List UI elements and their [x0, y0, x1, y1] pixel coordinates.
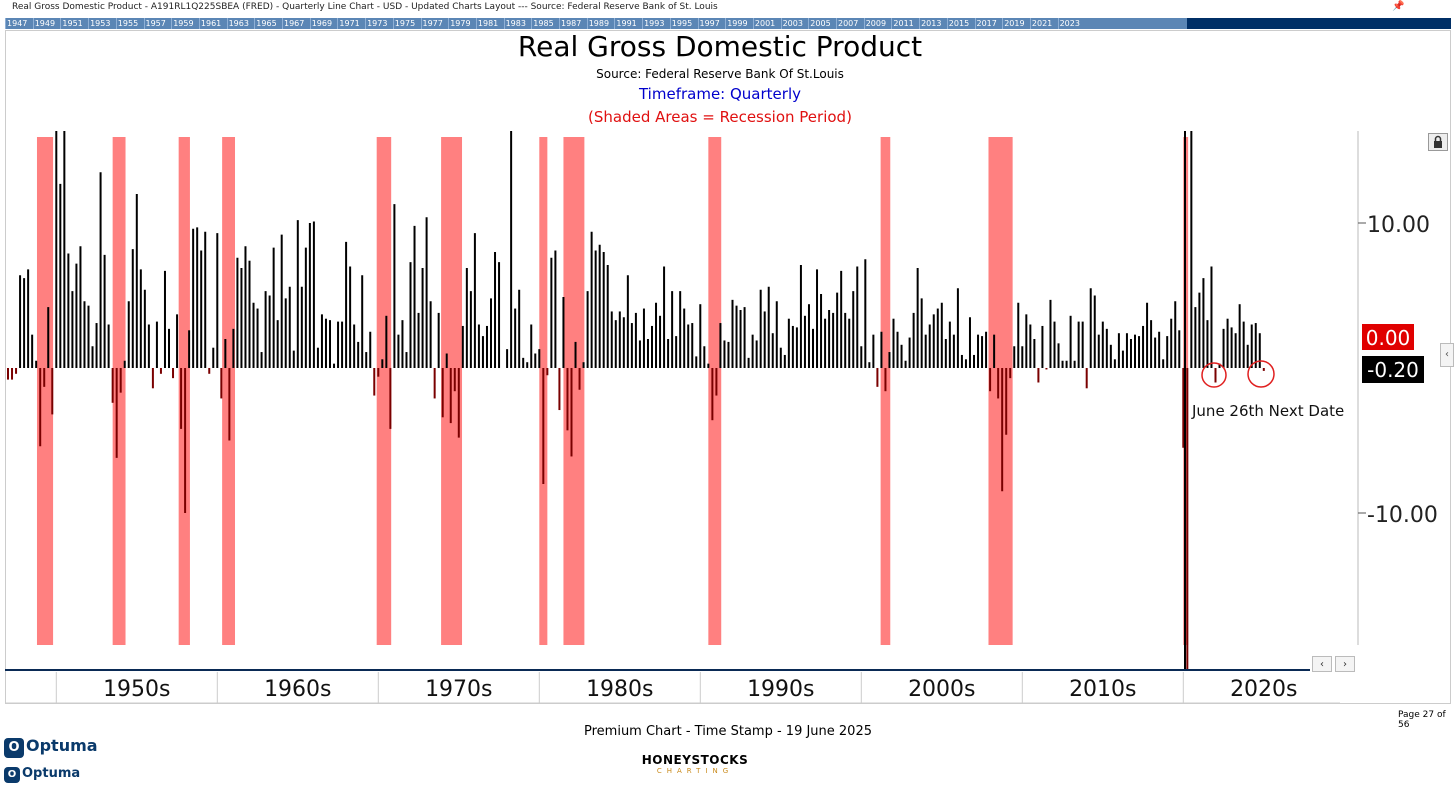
year-navigator-label: 1975 — [392, 18, 416, 29]
year-navigator[interactable]: 1947 1949 1951 1953 1955 1957 1959 1961 1963 1965… — [5, 18, 1451, 29]
chart-shaded-note: (Shaded Areas = Recession Period) — [588, 108, 852, 126]
year-navigator-label: 2021 — [1029, 18, 1053, 29]
time-stamp: Premium Chart - Time Stamp - 19 June 202… — [584, 724, 872, 739]
decade-label: 1970s — [425, 677, 492, 702]
last-value-badge — [1362, 356, 1424, 383]
year-navigator-label: 1983 — [503, 18, 526, 29]
decade-label: 1960s — [264, 677, 331, 702]
year-navigator-label: 1989 — [586, 18, 610, 29]
year-navigator-label: 1981 — [475, 18, 499, 29]
year-navigator-label: 1997 — [697, 18, 720, 29]
optuma-logo-large: O Optuma — [4, 736, 98, 758]
year-navigator-range[interactable] — [5, 18, 1187, 29]
decade-label: 1990s — [747, 677, 814, 702]
axes-layer — [5, 131, 1366, 704]
chart-title: Real Gross Domestic Product — [517, 30, 923, 63]
year-navigator-label: 1965 — [254, 18, 277, 29]
labels-layer: 10.00 -10.00 1950s 1960s 1970s 1980s 1990s 2000… — [103, 213, 1438, 702]
side-panel-toggle[interactable]: ‹ — [1440, 343, 1454, 367]
year-navigator-label: 1993 — [642, 18, 665, 29]
year-navigator-label: 2011 — [891, 18, 914, 29]
last-value-label: -0.20 — [1367, 358, 1419, 382]
chart-source: Source: Federal Reserve Bank Of St.Louis — [596, 67, 844, 81]
optuma-logo-text: Optuma — [22, 766, 81, 781]
year-navigator-label: 1979 — [448, 18, 471, 29]
year-navigator-label: 2017 — [974, 18, 997, 29]
optuma-logo-small: O Optuma — [4, 766, 80, 783]
year-navigator-label: 2007 — [836, 18, 859, 29]
year-navigator-label: 1991 — [614, 18, 637, 29]
recession-band — [36, 137, 54, 645]
year-navigator-label: 1999 — [725, 18, 748, 29]
honeystocks-logo-bottom: CHARTING — [656, 767, 734, 775]
decade-label: 2000s — [908, 677, 975, 702]
decade-label: 1950s — [103, 677, 170, 702]
year-navigator-label: 1961 — [198, 18, 222, 29]
year-navigator-label: 2013 — [919, 18, 942, 29]
year-navigator-label: 1987 — [559, 18, 582, 29]
year-navigator-label: 1985 — [531, 18, 554, 29]
zero-value-badge — [1362, 324, 1414, 350]
optuma-mark-icon: O — [4, 738, 24, 758]
year-navigator-label: 1949 — [32, 18, 56, 29]
year-navigator-label: 1953 — [88, 18, 111, 29]
recession-band — [988, 137, 1013, 645]
year-navigator-label: 1995 — [669, 18, 693, 29]
chart-timeframe: Timeframe: Quarterly — [638, 85, 801, 103]
year-navigator-label: 2015 — [946, 18, 970, 29]
year-navigator-label: 1951 — [60, 18, 83, 29]
y-tick-label: 10.00 — [1367, 213, 1430, 238]
year-navigator-label: 2019 — [1002, 18, 1025, 29]
page-indicator: Page 27 of 56 — [1398, 710, 1446, 730]
honeystocks-logo-top: HONEYSTOCKS — [641, 753, 749, 767]
year-navigator-label: 1963 — [226, 18, 249, 29]
decade-label: 2020s — [1230, 677, 1297, 702]
recession-band — [708, 137, 722, 645]
year-navigator-label: 1967 — [282, 18, 305, 29]
lock-glyph — [1434, 135, 1442, 148]
next-date-annotation: June 26th Next Date — [1191, 402, 1344, 420]
window-titlebar: Real Gross Domestic Product - A191RL1Q22… — [0, 0, 1456, 17]
year-navigator-label: 1977 — [420, 18, 443, 29]
year-navigator-label: 1955 — [115, 18, 139, 29]
year-navigator-label: 2009 — [863, 18, 887, 29]
scroll-right-button[interactable]: › — [1335, 656, 1355, 672]
decade-label: 2010s — [1069, 677, 1136, 702]
year-navigator-label: 2023 — [1057, 18, 1080, 29]
year-navigator-label: 1973 — [365, 18, 388, 29]
window-title: Real Gross Domestic Product - A191RL1Q22… — [12, 2, 718, 12]
scroll-left-button[interactable]: ‹ — [1312, 656, 1332, 672]
year-navigator-label: 1947 — [5, 18, 28, 29]
decade-label: 1980s — [586, 677, 653, 702]
highlight-circle — [1247, 360, 1275, 388]
year-navigator-label: 1969 — [309, 18, 333, 29]
year-navigator-label: 1959 — [171, 18, 194, 29]
lock-icon[interactable] — [1428, 133, 1448, 151]
honeystocks-logo: HONEYSTOCKS CHARTING — [640, 753, 750, 775]
zero-value-label: 0.00 — [1366, 326, 1411, 350]
recession-shading-layer — [36, 137, 1189, 645]
pin-icon[interactable]: 📌 — [1392, 1, 1405, 12]
optuma-mark-icon: O — [4, 767, 20, 783]
optuma-logo-text: Optuma — [26, 736, 98, 755]
highlight-circle — [1201, 362, 1227, 388]
bars-layer — [7, 131, 1265, 670]
recession-band — [563, 137, 585, 645]
year-navigator-label: 2001 — [752, 18, 776, 29]
year-navigator-label: 1957 — [143, 18, 166, 29]
recession-band — [376, 137, 392, 645]
year-navigator-label: 1971 — [337, 18, 360, 29]
year-navigator-label: 2003 — [780, 18, 803, 29]
year-navigator-label: 2005 — [808, 18, 831, 29]
recession-band — [112, 137, 126, 645]
y-tick-label: -10.00 — [1367, 503, 1438, 528]
